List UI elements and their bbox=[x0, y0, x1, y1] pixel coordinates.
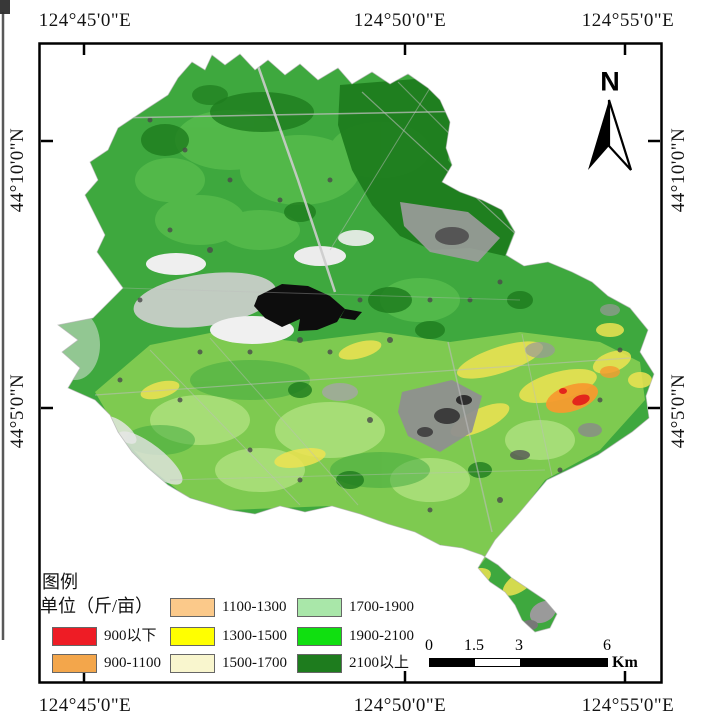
legend-swatch bbox=[170, 627, 215, 646]
legend-label: 900以下 bbox=[104, 628, 157, 644]
map-frame bbox=[38, 42, 663, 684]
scalebar-tick-3: 3 bbox=[515, 637, 523, 654]
lake bbox=[254, 284, 362, 331]
lat-label-right-10: 44°10'0"N bbox=[668, 127, 689, 213]
outside-mask bbox=[39, 43, 662, 683]
hotspot bbox=[546, 366, 620, 413]
lon-label-bottom-55: 124°55'0"E bbox=[581, 695, 675, 716]
legend-swatch bbox=[52, 627, 97, 646]
scalebar-tick-1-5: 1.5 bbox=[464, 637, 484, 654]
legend-label: 1900-2100 bbox=[349, 628, 414, 644]
legend-label: 900-1100 bbox=[104, 655, 161, 671]
frame-ticks bbox=[41, 44, 660, 682]
scalebar-tick-6: 6 bbox=[603, 637, 611, 654]
north-label: N bbox=[600, 66, 620, 97]
scalebar-seg-white bbox=[475, 659, 520, 666]
lon-label-bottom-50: 124°50'0"E bbox=[353, 695, 447, 716]
scalebar-seg-black bbox=[430, 659, 475, 666]
lon-label-top-55: 124°55'0"E bbox=[581, 10, 675, 31]
lon-label-bottom-45: 124°45'0"E bbox=[38, 695, 132, 716]
scalebar-unit: Km bbox=[612, 654, 638, 671]
lat-label-left-10: 44°10'0"N bbox=[7, 127, 28, 213]
legend-swatch bbox=[170, 598, 215, 617]
legend-label: 1700-1900 bbox=[349, 599, 414, 615]
edge-artifact bbox=[0, 0, 10, 640]
legend-swatch bbox=[297, 598, 342, 617]
scalebar-seg-black bbox=[520, 659, 607, 666]
legend-label: 1100-1300 bbox=[222, 599, 287, 615]
legend-title: 图例 bbox=[42, 572, 78, 592]
scalebar-tick-0: 0 bbox=[425, 637, 433, 654]
lat-label-left-5: 44°5'0"N bbox=[7, 373, 28, 449]
legend-label: 2100以上 bbox=[349, 655, 410, 671]
lat-label-right-5: 44°5'0"N bbox=[668, 373, 689, 449]
legend-unit: 单位（斤/亩） bbox=[40, 596, 154, 616]
legend-swatch bbox=[297, 654, 342, 673]
scalebar-bar bbox=[429, 658, 608, 667]
lon-label-top-50: 124°50'0"E bbox=[353, 10, 447, 31]
lon-label-top-45: 124°45'0"E bbox=[38, 10, 132, 31]
region-outline bbox=[57, 53, 655, 633]
legend-label: 1500-1700 bbox=[222, 655, 287, 671]
legend-swatch bbox=[297, 627, 342, 646]
legend-swatch bbox=[170, 654, 215, 673]
north-arrow-icon bbox=[588, 99, 633, 171]
legend-label: 1300-1500 bbox=[222, 628, 287, 644]
village-specks bbox=[117, 117, 623, 543]
legend-swatch bbox=[52, 654, 97, 673]
